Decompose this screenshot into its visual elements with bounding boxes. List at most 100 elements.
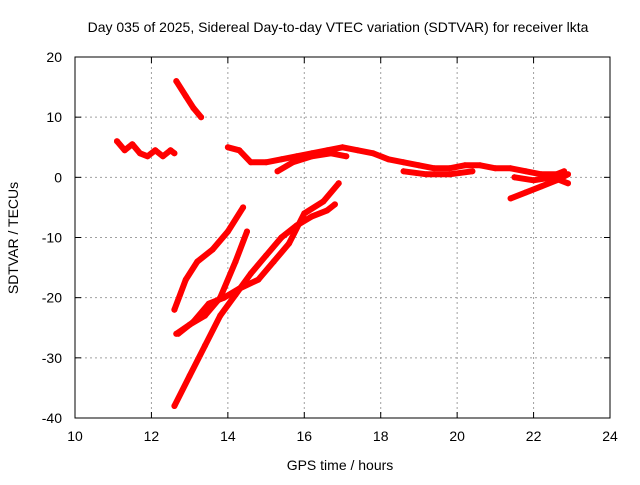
data-point xyxy=(415,162,422,169)
data-point xyxy=(423,171,430,178)
data-point xyxy=(137,150,143,157)
data-point xyxy=(431,165,438,172)
data-point xyxy=(293,222,300,229)
y-axis-label: SDTVAR / TECUs xyxy=(5,182,21,294)
data-series-line xyxy=(173,78,205,121)
data-point xyxy=(201,342,208,349)
data-point xyxy=(511,174,518,181)
data-point xyxy=(171,403,178,409)
data-point xyxy=(194,258,201,265)
data-point xyxy=(236,147,243,154)
data-point xyxy=(339,144,346,151)
data-point xyxy=(129,141,136,148)
data-point xyxy=(538,171,545,178)
data-point xyxy=(354,147,361,154)
data-point xyxy=(224,228,231,235)
x-tick-label: 18 xyxy=(373,428,389,444)
data-point xyxy=(190,318,197,325)
x-tick-label: 22 xyxy=(526,428,542,444)
data-point xyxy=(492,165,499,172)
data-point xyxy=(121,147,128,154)
x-tick-label: 24 xyxy=(602,428,618,444)
data-point xyxy=(385,156,392,163)
data-point xyxy=(507,195,514,202)
data-point xyxy=(400,168,407,175)
data-point xyxy=(190,105,197,112)
data-point xyxy=(171,306,178,313)
data-point xyxy=(461,162,468,169)
x-tick-label: 14 xyxy=(220,428,236,444)
data-point xyxy=(221,294,227,301)
data-point xyxy=(152,147,159,154)
data-point xyxy=(308,213,315,220)
data-point xyxy=(522,189,529,196)
data-point xyxy=(186,372,193,379)
data-point xyxy=(270,258,277,265)
x-tick-label: 16 xyxy=(296,428,312,444)
data-point xyxy=(538,183,545,190)
data-point xyxy=(370,150,377,157)
data-point xyxy=(175,330,182,337)
chart-title: Day 035 of 2025, Sidereal Day-to-day VTE… xyxy=(88,19,589,35)
data-point xyxy=(182,276,189,283)
data-point xyxy=(522,168,529,175)
data-point xyxy=(477,162,484,169)
data-point xyxy=(240,204,247,211)
data-point xyxy=(205,300,212,307)
data-point xyxy=(247,159,254,166)
data-point xyxy=(244,228,250,235)
data-series-line xyxy=(171,201,338,409)
x-tick-label: 20 xyxy=(449,428,465,444)
data-point xyxy=(549,174,556,181)
data-point xyxy=(328,150,334,157)
data-point xyxy=(232,258,239,265)
y-tick-label: -40 xyxy=(42,410,62,426)
data-point xyxy=(507,165,514,172)
x-axis-label: GPS time / hours xyxy=(287,457,394,473)
data-point xyxy=(530,177,537,184)
data-point xyxy=(308,153,315,160)
tick-layer: 10 12 14 16 18 20 22 24 20 10 0 -10 -20 -30 -40 xyxy=(42,49,618,444)
data-point xyxy=(301,210,308,217)
data-point xyxy=(565,180,571,187)
data-point xyxy=(209,246,216,253)
data-point xyxy=(274,168,281,175)
data-point xyxy=(224,144,231,151)
data-point xyxy=(469,168,476,175)
data-point xyxy=(159,153,166,160)
data-point xyxy=(173,78,180,85)
data-series-line xyxy=(400,168,476,178)
x-tick-label: 10 xyxy=(67,428,83,444)
data-point xyxy=(278,234,285,241)
data-point xyxy=(335,180,342,187)
data-point xyxy=(247,270,254,277)
data-point xyxy=(255,276,262,283)
data-point xyxy=(171,150,178,157)
data-point xyxy=(343,153,350,160)
y-tick-label: 10 xyxy=(46,109,62,125)
data-point xyxy=(400,159,407,166)
y-tick-label: -30 xyxy=(42,350,62,366)
data-point xyxy=(289,159,296,166)
data-point xyxy=(198,114,205,121)
data-point xyxy=(144,153,151,160)
data-point xyxy=(278,156,285,163)
data-series-line xyxy=(171,204,247,313)
y-tick-label: -10 xyxy=(42,230,62,246)
data-series-line xyxy=(511,174,571,187)
data-point xyxy=(232,291,239,298)
data-point xyxy=(446,171,453,178)
data-point xyxy=(182,93,189,100)
data-point xyxy=(324,207,331,214)
x-tick-label: 12 xyxy=(144,428,160,444)
grid-layer xyxy=(75,57,610,418)
y-tick-label: 20 xyxy=(46,49,62,65)
y-tick-label: -20 xyxy=(42,290,62,306)
data-point xyxy=(217,312,224,319)
data-point xyxy=(446,165,453,172)
data-point xyxy=(320,198,327,205)
data-point xyxy=(263,252,270,259)
data-point xyxy=(286,240,292,247)
